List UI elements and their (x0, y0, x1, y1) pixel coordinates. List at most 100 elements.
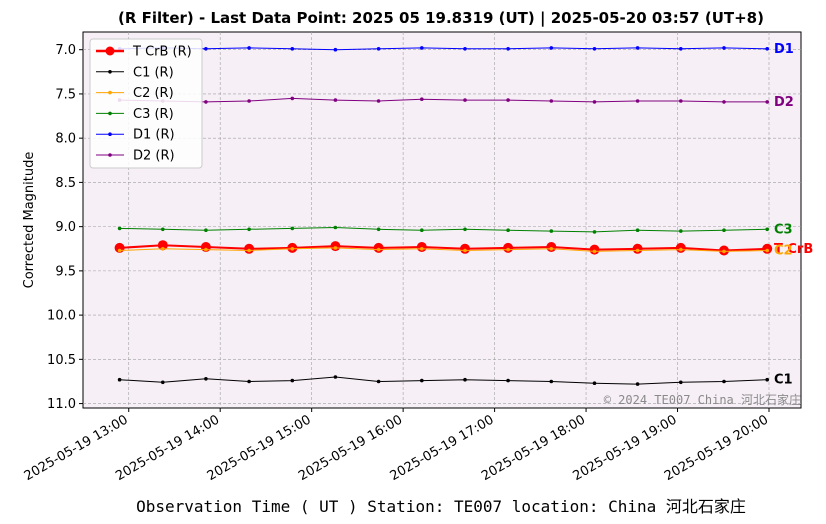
data-point (592, 47, 597, 51)
data-point (463, 248, 467, 253)
data-point (463, 47, 467, 51)
data-point (722, 249, 726, 254)
data-point (333, 47, 338, 52)
data-point (635, 46, 640, 50)
data-point (161, 227, 165, 232)
data-point (506, 228, 510, 232)
data-point (420, 247, 424, 251)
data-point (635, 228, 640, 232)
data-point (592, 100, 597, 104)
series-1 (117, 375, 769, 386)
series-end-label: C3 (774, 222, 793, 237)
data-point (592, 381, 597, 386)
y-tick-label: 8.5 (55, 176, 76, 191)
data-point (549, 379, 554, 384)
data-point (376, 47, 381, 51)
series-end-label: C2 (774, 244, 793, 259)
y-tick-label: 11.0 (47, 397, 76, 412)
x-axis-label: Observation Time ( UT ) Station: TE007 l… (136, 497, 746, 516)
legend-swatch-marker (108, 70, 112, 74)
y-tick-label: 10.5 (47, 353, 76, 368)
y-tick-label: 8.0 (55, 132, 76, 147)
y-axis-ticks: 7.0 7.5 8.0 8.5 9.0 9.5 10.0 10.5 11.0 (47, 43, 83, 412)
series-line (119, 247, 768, 252)
legend-label: C2 (R) (133, 86, 174, 101)
data-point (117, 248, 122, 253)
data-point (765, 248, 769, 253)
data-point (679, 99, 683, 103)
watermark-text: © 2024 TE007 China 河北石家庄 (604, 392, 801, 407)
data-point (333, 246, 338, 250)
series-5 (117, 96, 769, 104)
data-point (247, 46, 251, 50)
data-point (117, 377, 122, 382)
data-point (420, 46, 424, 50)
data-point (679, 47, 683, 51)
data-point (635, 382, 640, 386)
series-line (119, 226, 768, 233)
y-tick-label: 10.0 (47, 309, 76, 324)
y-tick-label: 7.5 (55, 87, 76, 102)
data-point (247, 227, 251, 232)
series-end-label: C1 (774, 373, 793, 388)
data-point (549, 46, 554, 50)
data-point (376, 99, 381, 103)
data-point (765, 227, 769, 232)
data-point (549, 247, 554, 251)
data-point (204, 247, 208, 252)
legend-label: C3 (R) (133, 107, 174, 122)
data-point (765, 100, 769, 104)
data-point (546, 242, 557, 252)
series-line (119, 376, 768, 385)
data-point (549, 99, 554, 103)
data-point (420, 228, 424, 232)
data-point (592, 249, 597, 254)
data-point (117, 226, 122, 231)
data-point (679, 247, 683, 252)
data-point (204, 228, 208, 232)
y-axis-label: Corrected Magnitude (22, 152, 37, 289)
series-end-label: T CrB (774, 242, 813, 257)
data-point (506, 47, 510, 51)
data-point (420, 378, 424, 383)
legend-label: T CrB (R) (132, 45, 192, 60)
data-point (204, 377, 208, 381)
data-point (722, 379, 726, 384)
data-point (290, 226, 295, 231)
data-point (635, 248, 640, 253)
data-point (679, 380, 683, 385)
plot-background (82, 31, 802, 409)
data-point (161, 247, 165, 251)
data-point (204, 47, 208, 51)
series-end-label: D1 (774, 42, 794, 57)
data-point (333, 375, 338, 379)
series-line (119, 97, 768, 103)
legend-label: C1 (R) (133, 65, 174, 80)
data-point (765, 377, 769, 382)
data-point (204, 100, 208, 104)
legend-label: D2 (R) (133, 149, 175, 164)
legend-swatch-marker (108, 111, 112, 116)
data-point (765, 47, 769, 51)
series-line (119, 47, 768, 51)
data-point (376, 379, 381, 384)
data-point (679, 229, 683, 233)
legend-swatch-marker (105, 46, 115, 56)
data-point (290, 247, 295, 251)
data-point (290, 47, 295, 51)
series-end-label: D2 (774, 95, 794, 110)
data-point (635, 99, 640, 103)
data-point (290, 378, 295, 383)
data-point (376, 247, 381, 252)
data-point (157, 240, 168, 251)
data-point (722, 228, 726, 232)
legend-swatch-marker (108, 132, 112, 136)
legend: T CrB (R) C1 (R) C2 (R) C3 (R) D1 (R) D2 (R) (89, 38, 203, 169)
series-2 (117, 246, 769, 254)
data-point (161, 380, 165, 385)
data-point (333, 225, 338, 230)
data-point (333, 98, 338, 102)
data-point (247, 99, 251, 103)
